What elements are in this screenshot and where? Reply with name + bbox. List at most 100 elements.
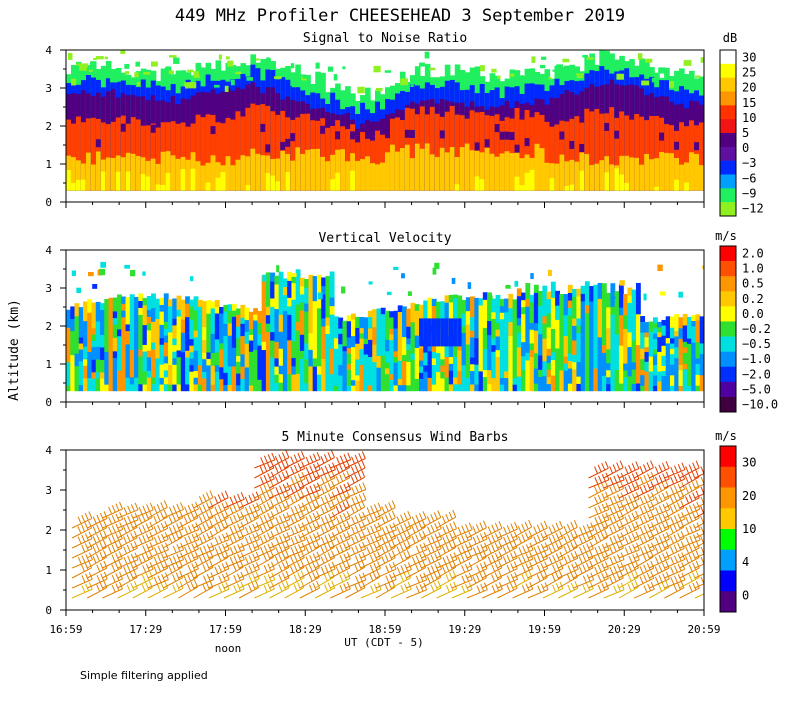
velocity-cell (138, 293, 143, 301)
velocity-cell (470, 384, 475, 391)
velocity-cell (602, 329, 607, 337)
velocity-cell (572, 304, 577, 312)
velocity-cell (534, 285, 539, 293)
barb-flag (515, 522, 518, 529)
velocity-cell (513, 299, 518, 306)
barb-flag (359, 523, 362, 530)
barb-flag (492, 565, 495, 572)
barb-flag (454, 582, 457, 589)
velocity-cell (160, 318, 165, 325)
barb-shaft (270, 477, 289, 488)
velocity-cell (627, 332, 632, 340)
velocity-cell (627, 288, 632, 296)
velocity-cell (551, 336, 556, 344)
velocity-cell (487, 334, 492, 342)
velocity-cell (100, 316, 105, 323)
velocity-cell (542, 316, 547, 324)
barb-flag (82, 525, 85, 532)
barb-shaft (330, 467, 349, 478)
barb-flag (279, 584, 282, 591)
velocity-cell (398, 318, 403, 325)
velocity-cell (189, 365, 194, 372)
velocity-cell (168, 358, 173, 365)
velocity-cell (411, 328, 416, 335)
barb-flag (362, 461, 365, 468)
velocity-cell (351, 341, 356, 347)
barb-flag (325, 505, 328, 512)
velocity-cell (147, 330, 152, 337)
velocity-cell (496, 295, 501, 302)
snr-cell (645, 59, 652, 63)
velocity-cell (253, 320, 258, 326)
velocity-cell (177, 309, 182, 316)
velocity-cell (521, 293, 526, 301)
velocity-cell (164, 349, 169, 357)
barb-flag (530, 562, 533, 569)
barb-flag (264, 456, 267, 463)
velocity-cell (538, 291, 543, 299)
barb-flag (313, 454, 316, 461)
velocity-cell (66, 385, 71, 391)
barb-flag (203, 564, 206, 571)
velocity-cell (279, 340, 284, 349)
barb-flag (264, 565, 267, 572)
velocity-cell (666, 369, 671, 375)
barb-flag (495, 573, 498, 580)
velocity-cell (372, 356, 377, 362)
velocity-cell (394, 373, 399, 379)
velocity-cell (666, 364, 671, 370)
velocity-cell (355, 333, 360, 339)
velocity-cell (670, 375, 675, 381)
velocity-cell (317, 283, 322, 292)
velocity-cell (121, 370, 126, 377)
barb-flag (218, 524, 221, 531)
barb-flag (291, 547, 294, 554)
barb-flag (579, 556, 582, 563)
velocity-cell (194, 370, 199, 377)
velocity-cell (304, 279, 309, 288)
velocity-cell (436, 384, 441, 391)
snr-cell (292, 83, 299, 85)
velocity-cell (308, 300, 313, 309)
velocity-cell (419, 318, 424, 346)
velocity-cell (206, 307, 211, 314)
barb-flag (446, 574, 449, 581)
velocity-cell (109, 377, 114, 384)
barb-flag (169, 566, 172, 573)
barb-flag (306, 457, 309, 464)
velocity-cell (274, 276, 279, 285)
velocity-cell (308, 275, 313, 284)
velocity-cell (245, 385, 250, 392)
velocity-cell (257, 339, 262, 345)
velocity-cell (496, 377, 501, 384)
barb-flag (279, 464, 282, 471)
velocity-cell (164, 314, 169, 322)
velocity-cell (147, 357, 152, 364)
velocity-cell (185, 303, 190, 310)
snr-cell (510, 153, 516, 191)
barb-flag (514, 562, 517, 569)
barb-flag (583, 585, 586, 592)
barb-flag (377, 570, 380, 577)
velocity-cell (257, 311, 262, 317)
velocity-cell (670, 385, 675, 391)
velocity-cell (151, 384, 156, 392)
velocity-cell (189, 358, 194, 365)
velocity-cell (219, 331, 224, 338)
barb-flag (264, 515, 267, 522)
barb-flag (363, 512, 366, 519)
velocity-cell (505, 285, 510, 289)
barb-flag (382, 516, 385, 523)
barb-flag (495, 533, 498, 540)
velocity-cell (534, 360, 539, 368)
barb-flag (176, 532, 179, 539)
velocity-cell (202, 307, 207, 314)
velocity-cell (649, 356, 654, 362)
velocity-cell (330, 323, 335, 332)
velocity-cell (121, 377, 126, 384)
velocity-cell (134, 371, 139, 378)
barb-flag (139, 527, 142, 534)
snr-cell (265, 144, 271, 152)
velocity-cell (500, 338, 505, 345)
velocity-cell (75, 322, 80, 329)
